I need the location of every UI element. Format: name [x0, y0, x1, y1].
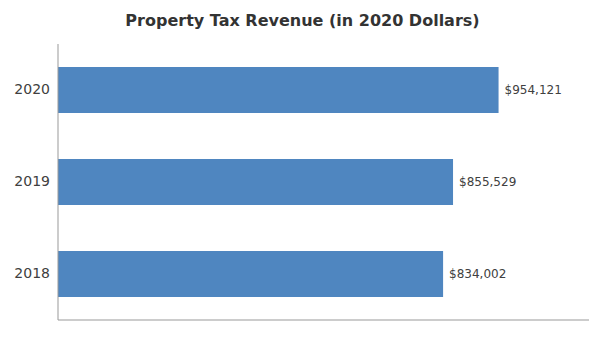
bar [58, 251, 443, 297]
y-tick-label: 2019 [14, 173, 50, 189]
bar [58, 159, 453, 205]
y-tick-label: 2020 [14, 81, 50, 97]
x-axis-line [58, 320, 589, 321]
data-label: $855,529 [459, 175, 516, 189]
y-tick-label: 2018 [14, 265, 50, 281]
bar [58, 67, 499, 113]
data-label: $834,002 [449, 267, 506, 281]
title: Property Tax Revenue (in 2020 Dollars) [125, 11, 479, 30]
data-label: $954,121 [505, 83, 562, 97]
y-axis-line [58, 44, 59, 320]
chart-container: Property Tax Revenue (in 2020 Dollars) 20… [0, 0, 605, 340]
chart-svg: Property Tax Revenue (in 2020 Dollars) 20… [0, 0, 605, 340]
bars [58, 67, 499, 297]
